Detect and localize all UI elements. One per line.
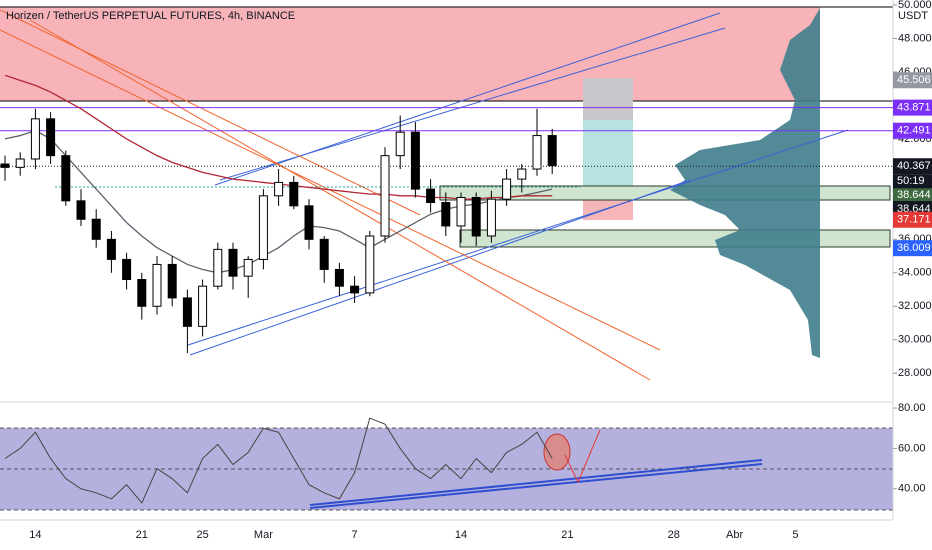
rsi-arrow [564, 429, 601, 484]
candle-body [152, 263, 162, 307]
demand-zone [459, 229, 891, 248]
y-tick-label: 34.000 [898, 267, 932, 279]
y-tick-label: 50.000 [898, 0, 932, 11]
candle-body [486, 198, 496, 237]
x-tick-label: 28 [668, 529, 680, 541]
candle-body [380, 155, 390, 237]
candle-body [441, 202, 451, 227]
candle-body [91, 218, 101, 240]
candle-body [350, 285, 360, 294]
x-tick-label: Abr [726, 529, 743, 541]
y-tick-label: 48.000 [898, 32, 932, 44]
candle-body [15, 158, 25, 168]
price-label-bg [893, 211, 932, 228]
x-tick-label: 21 [136, 529, 148, 541]
price-label-bg [893, 99, 932, 116]
x-tick-label: Mar [254, 529, 273, 541]
trend-line [29, 19, 651, 381]
rsi-tick-label: 60.00 [898, 442, 926, 454]
candle-body [182, 297, 192, 327]
price-scale [893, 0, 932, 550]
candle-body [243, 258, 253, 277]
price-label: 40.367 [897, 160, 931, 172]
candle-body [167, 263, 177, 299]
candle-body [137, 278, 147, 307]
candle-body [258, 195, 268, 260]
x-tick-label: 21 [561, 529, 573, 541]
x-tick-label: 7 [352, 529, 358, 541]
candle-body [46, 118, 56, 157]
candle-body [532, 135, 542, 170]
price-label-bg [893, 187, 932, 204]
price-label: 43.871 [897, 102, 931, 114]
candle-body [426, 188, 436, 204]
candle-body [274, 181, 284, 197]
candle-body [547, 135, 557, 167]
candle-body [319, 238, 329, 270]
rsi-tick-label: 80.00 [898, 402, 926, 414]
x-tick-label: 25 [196, 529, 208, 541]
candle-body [456, 196, 466, 227]
x-tick-label: 5 [792, 529, 798, 541]
rsi-tick-label: 40.00 [898, 483, 926, 495]
target-box [583, 120, 633, 195]
price-label: 38.644 [897, 189, 931, 201]
rsi-line [4, 417, 553, 504]
channel-line [219, 27, 726, 181]
price-label: 37.171 [897, 214, 931, 226]
candle-body [289, 181, 299, 207]
y-tick-label: 28.000 [898, 367, 932, 379]
candle-body [334, 268, 344, 287]
volume-profile [670, 8, 820, 358]
candle-body [228, 248, 238, 277]
candle-body [106, 238, 116, 260]
candle-body [76, 200, 86, 220]
resistance-zone [0, 7, 820, 101]
currency-label: USDT [898, 10, 928, 22]
candle-body [471, 196, 481, 237]
countdown: 50:19 [897, 175, 925, 187]
price-label: 42.491 [897, 125, 931, 137]
candle-body [517, 168, 527, 180]
price-label: 45.506 [897, 74, 931, 86]
x-tick-label: 14 [29, 529, 41, 541]
rsi-trend-line [309, 459, 763, 506]
channel-line [189, 179, 691, 356]
candle-body [304, 205, 314, 240]
candle-body [213, 248, 223, 287]
rsi-highlight [543, 433, 571, 471]
price-label-bg [893, 158, 932, 175]
trend-line [0, 9, 421, 216]
candle-body [410, 131, 420, 190]
candle-body [61, 155, 71, 202]
candle-body [122, 258, 132, 280]
price-label-bg [893, 122, 932, 139]
price-label-bg [893, 72, 932, 89]
chart-title: Horizen / TetherUS PERPETUAL FUTURES, 4h… [6, 10, 295, 22]
y-tick-label: 30.000 [898, 334, 932, 346]
candle-body [502, 178, 512, 200]
candle-body [365, 235, 375, 294]
price-label-bg [893, 240, 932, 257]
candle-body [0, 163, 10, 168]
x-tick-label: 14 [455, 529, 467, 541]
candle-body [395, 131, 405, 157]
stop-box [583, 200, 633, 220]
price-label: 36.009 [897, 242, 931, 254]
y-tick-label: 32.000 [898, 300, 932, 312]
candle-body [30, 118, 40, 160]
countdown-bg [893, 174, 932, 189]
candle-body [198, 285, 208, 327]
rsi-trend-line [309, 463, 763, 509]
